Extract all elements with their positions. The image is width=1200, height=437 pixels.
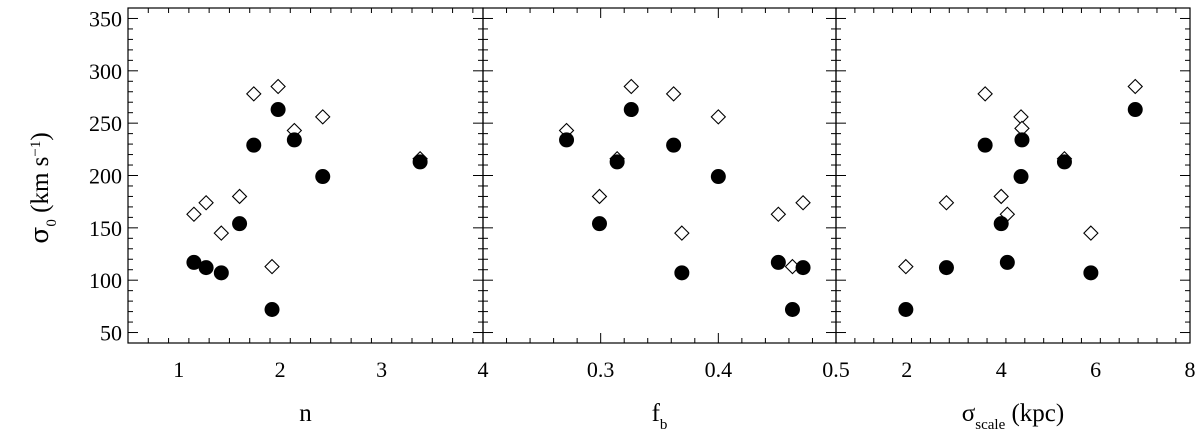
panel-3: 2 4 6 8 σscale (kpc): [835, 7, 1196, 433]
y-tick-label: 200: [89, 164, 122, 189]
filled-point: [1083, 265, 1099, 281]
filled-point: [1056, 154, 1072, 170]
y-tick-label: 350: [89, 6, 122, 31]
diamond-point: [270, 78, 286, 95]
panel-2: 0.3 0.4 0.5 fb: [482, 7, 850, 433]
y-tick-label: 150: [89, 216, 122, 241]
filled-point: [186, 254, 202, 270]
diamond-point: [198, 194, 214, 211]
diamond-point: [710, 109, 727, 125]
x-tick-label: 3: [376, 357, 387, 382]
y-axis-label: σ0 (km s−1): [25, 132, 60, 243]
x-tick-label: 4: [478, 357, 489, 382]
diamond-point: [314, 109, 331, 125]
filled-point: [623, 102, 639, 118]
diamond-point: [591, 188, 608, 205]
filled-point: [213, 265, 229, 281]
diamond-point: [1127, 78, 1144, 95]
filled-point: [198, 260, 214, 276]
diamond-point: [231, 188, 248, 205]
x-tick-label: 2: [275, 357, 286, 382]
plot-frame: [482, 7, 837, 344]
filled-point: [609, 154, 625, 170]
plot-frame: [127, 7, 484, 344]
diamond-point: [674, 225, 690, 241]
filled-point: [1013, 169, 1029, 185]
x-tick-label: 2: [901, 357, 912, 382]
filled-point: [666, 137, 682, 153]
x-tick-label: 1: [173, 357, 184, 382]
x-tick-label: 6: [1090, 357, 1101, 382]
diamond-point: [665, 86, 682, 102]
diamond-point: [264, 258, 280, 275]
filled-point: [412, 154, 428, 170]
filled-point: [286, 132, 302, 148]
diamond-point: [938, 194, 955, 211]
filled-point: [999, 254, 1015, 270]
diamond-point: [977, 86, 993, 102]
x-tick-label: 4: [996, 357, 1007, 382]
filled-point: [993, 216, 1009, 232]
filled-point: [232, 216, 248, 232]
filled-point: [795, 260, 811, 276]
y-tick-label: 50: [100, 321, 122, 346]
filled-point: [270, 102, 286, 118]
filled-point: [674, 265, 690, 281]
x-tick-label: 0.5: [822, 357, 850, 382]
filled-point: [898, 302, 914, 317]
diamond-point: [770, 206, 787, 223]
filled-point: [315, 169, 331, 185]
x-tick-label: 0.3: [587, 357, 615, 382]
filled-point: [1014, 132, 1030, 148]
filled-point: [246, 137, 262, 153]
diamond-point: [1083, 225, 1099, 241]
filled-point: [770, 254, 786, 270]
filled-point: [784, 302, 800, 317]
filled-point: [710, 169, 726, 185]
diamond-point: [623, 78, 640, 95]
diamond-point: [213, 225, 230, 241]
filled-point: [1127, 102, 1143, 118]
y-tick-label: 250: [89, 111, 122, 136]
diamond-point: [186, 206, 202, 223]
x-axis-label: fb: [652, 400, 668, 433]
panel-1: 1 2 3 4 50 100 150 200 250 300 350 n: [89, 6, 489, 427]
filled-point: [977, 137, 993, 153]
x-axis-label: σscale (kpc): [962, 400, 1064, 433]
filled-point: [938, 260, 954, 276]
filled-point: [559, 132, 575, 148]
diamond-point: [993, 188, 1009, 205]
x-tick-label: 0.4: [705, 357, 733, 382]
y-tick-label: 300: [89, 59, 122, 84]
filled-point: [591, 216, 607, 232]
diamond-point: [795, 194, 811, 211]
plot-frame: [835, 7, 1191, 344]
diamond-point: [245, 86, 262, 102]
y-tick-label: 100: [89, 268, 122, 293]
x-axis-label: n: [299, 400, 312, 427]
x-tick-label: 8: [1185, 357, 1196, 382]
diamond-point: [898, 258, 914, 275]
filled-point: [264, 302, 280, 317]
